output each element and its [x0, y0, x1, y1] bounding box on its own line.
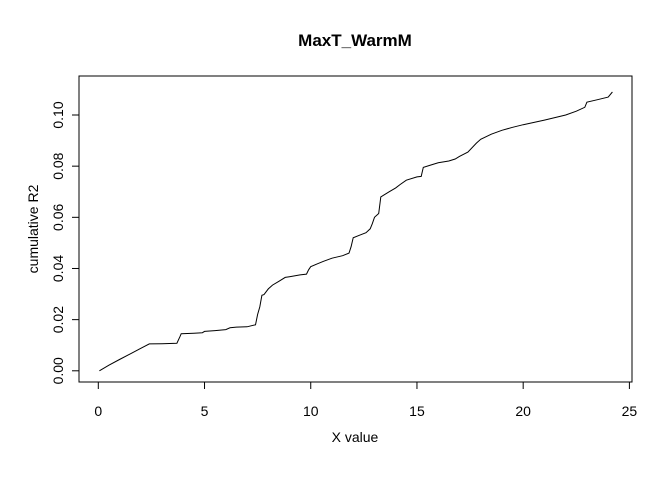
x-tick-label: 0	[94, 403, 102, 419]
y-tick-label: 0.04	[50, 255, 66, 282]
x-tick-label: 20	[515, 403, 531, 419]
x-tick-label: 25	[622, 403, 638, 419]
y-tick-label: 0.00	[50, 357, 66, 384]
y-axis-label: cumulative R2	[25, 184, 41, 273]
plot-frame	[78, 75, 633, 383]
y-axis-ticks: 0.00 0.02 0.04 0.06 0.08 0.10	[50, 101, 79, 384]
cumulative-r2-line	[99, 91, 613, 372]
x-axis-label: X value	[332, 429, 379, 445]
x-tick-label: 10	[303, 403, 319, 419]
y-tick-label: 0.10	[50, 101, 66, 128]
x-tick-label: 15	[409, 403, 425, 419]
chart-title: MaxT_WarmM	[298, 31, 412, 50]
x-axis-ticks: 0 5 10 15 20 25	[94, 382, 637, 419]
x-tick-label: 5	[201, 403, 209, 419]
y-tick-label: 0.08	[50, 152, 66, 179]
y-tick-label: 0.02	[50, 306, 66, 333]
y-tick-label: 0.06	[50, 203, 66, 230]
